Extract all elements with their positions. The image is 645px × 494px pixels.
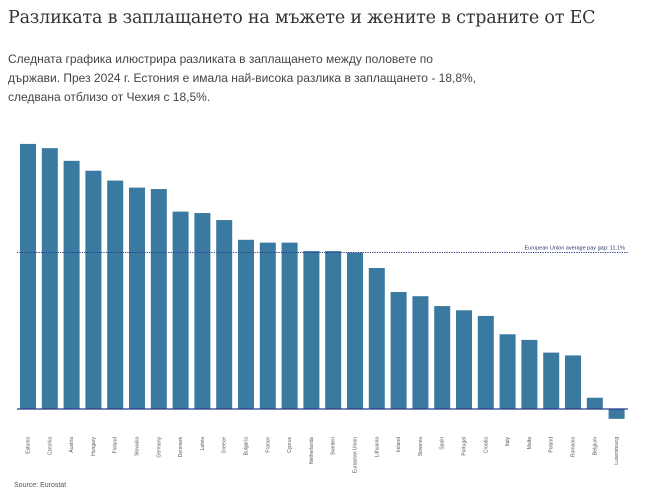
bar-romania [565,355,581,409]
bar-belgium [586,397,603,409]
x-tick-label: Sweden [331,437,337,455]
x-tick-label: Czechia [47,437,53,455]
bar-portugal [456,310,472,409]
bar-cyprus [281,242,298,409]
x-tick-label: Luxembourg [614,437,620,465]
x-tick-label: Slovenia [418,437,424,456]
chart-subtitle: Следната графика илюстрира разликата в з… [8,52,477,104]
bar-denmark [172,211,189,409]
x-tick-label: Latvia [200,437,206,451]
x-tick-label: France [265,437,271,453]
eu-average-label: European Union average pay gap: 11.1% [525,245,626,251]
bar-ireland [390,291,407,409]
chart-title: Разликата в заплащането на мъжете и жени… [8,8,596,28]
bar-netherlands [303,251,320,409]
bar-hungary [85,170,102,409]
x-tick-label: Netherlands [309,437,315,464]
bar-slovenia [412,296,429,409]
x-tick-label: Poland [549,437,555,453]
x-tick-label: Bulgaria [244,437,250,456]
bar-sweden [325,251,342,409]
x-tick-label: Estonia [26,437,32,454]
bar-croatia [477,315,494,409]
x-tick-label: Portugal [462,437,468,456]
x-tick-label: Malta [527,437,533,449]
x-tick-label: Hungary [91,437,97,456]
x-tick-label: Ireland [396,437,402,453]
bar-bulgaria [238,239,254,409]
bar-luxembourg [608,409,625,419]
x-tick-label: Greece [222,437,228,454]
x-tick-label: Croatia [483,437,489,453]
bar-spain [434,306,451,409]
x-tick-label: Spain [440,437,446,450]
bar-latvia [194,213,211,409]
bar-austria [63,160,80,409]
bar-germany [150,189,167,409]
x-tick-label: Denmark [178,437,184,458]
bar-poland [543,352,560,409]
bar-lithuania [368,268,385,409]
bar-italy [499,334,516,409]
x-tick-label: Romania [571,437,577,457]
bar-european-union [347,252,363,409]
bar-malta [521,339,538,409]
x-tick-label: Slovakia [135,437,141,456]
x-tick-label: European Union [353,437,359,473]
x-tick-label: Italy [505,437,511,447]
bar-estonia [20,143,36,410]
bar-czechia [41,148,58,409]
bar-france [259,242,276,409]
x-tick-label: Cyprus [287,437,293,453]
x-tick-label: Austria [69,437,75,453]
bar-greece [216,220,233,409]
x-tick-label: Lithuania [374,437,380,458]
x-tick-label: Germany [156,437,162,458]
bar-finland [107,180,124,409]
source-note: Source: Eurostat [14,482,67,489]
x-tick-label: Finland [113,437,119,454]
x-tick-label: Belgium [592,437,598,455]
bar-slovakia [129,187,145,409]
